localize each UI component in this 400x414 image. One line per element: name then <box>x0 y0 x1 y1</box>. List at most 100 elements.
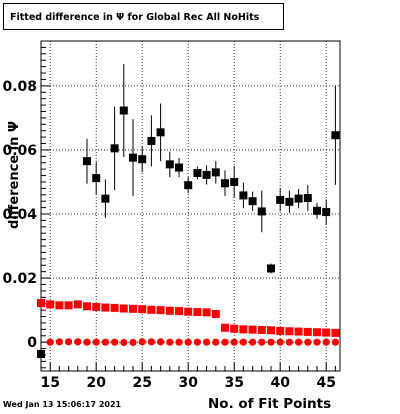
data-point <box>74 338 82 346</box>
data-point <box>165 160 174 169</box>
data-point <box>258 338 266 346</box>
data-point <box>147 136 156 145</box>
data-point <box>303 327 312 336</box>
data-point <box>230 177 239 186</box>
data-point <box>165 306 174 315</box>
y-axis-ticks: 0 0.02 0.04 0.06 0.08 <box>2 46 50 369</box>
data-point <box>221 338 229 346</box>
data-point <box>37 299 45 308</box>
data-point <box>276 338 284 346</box>
chart-title-box: Fitted difference in Ψ for Global Rec Al… <box>3 3 284 30</box>
data-point <box>92 338 100 346</box>
data-point <box>138 305 147 314</box>
data-point <box>129 304 137 313</box>
data-point <box>276 326 285 335</box>
x-tick-label: 15 <box>40 375 59 391</box>
data-point <box>313 338 321 346</box>
grid-lines <box>41 41 340 371</box>
data-point <box>331 131 340 140</box>
data-point <box>322 208 331 217</box>
data-point <box>203 338 211 346</box>
data-point <box>248 197 257 206</box>
series-2 <box>46 338 339 347</box>
data-point <box>101 303 110 312</box>
data-point <box>249 338 257 346</box>
y-tick-label: 0.06 <box>2 143 37 159</box>
data-point <box>184 181 193 190</box>
data-point <box>65 338 73 346</box>
data-point <box>202 170 211 179</box>
y-tick-label: 0.02 <box>2 271 37 287</box>
data-point <box>156 128 165 137</box>
x-tick-label: 45 <box>316 375 335 391</box>
y-tick-label: 0.04 <box>2 207 37 223</box>
data-point <box>202 308 211 317</box>
timestamp: Wed Jan 13 15:06:17 2021 <box>3 400 122 409</box>
data-point <box>331 328 340 337</box>
data-point <box>156 306 165 315</box>
data-point <box>129 338 137 347</box>
data-point <box>239 325 248 334</box>
data-point <box>119 304 128 313</box>
data-point <box>211 168 220 177</box>
data-point <box>295 338 303 346</box>
data-point <box>110 303 119 312</box>
data-point <box>166 338 174 346</box>
data-point <box>313 328 321 337</box>
data-point <box>92 174 101 183</box>
data-point <box>230 338 238 346</box>
x-axis-label: No. of Fit Points <box>208 396 332 412</box>
data-point <box>184 307 193 316</box>
data-point <box>175 307 183 316</box>
data-point <box>303 193 312 202</box>
data-point <box>248 325 257 334</box>
data-point <box>230 324 239 333</box>
data-point <box>313 206 321 215</box>
data-point <box>285 197 294 206</box>
data-point <box>83 338 91 346</box>
data-point <box>119 106 128 115</box>
data-point <box>221 323 229 332</box>
data-point <box>193 338 201 346</box>
data-point <box>294 194 303 203</box>
data-point <box>138 338 146 346</box>
x-axis-ticks: 15 20 25 30 35 40 45 <box>40 362 336 391</box>
data-point <box>276 195 285 204</box>
data-point <box>294 327 303 336</box>
x-tick-label: 35 <box>224 375 243 391</box>
series-1 <box>37 299 340 337</box>
data-point <box>83 157 91 166</box>
data-point <box>46 338 54 346</box>
data-point <box>92 302 101 311</box>
data-point <box>101 194 110 203</box>
data-point <box>111 338 119 346</box>
data-point <box>221 179 229 188</box>
series-0 <box>37 64 340 359</box>
data-point <box>193 169 202 177</box>
data-point <box>267 326 275 335</box>
data-point <box>285 327 294 336</box>
data-point <box>211 309 220 318</box>
x-tick-label: 25 <box>132 375 151 391</box>
data-point <box>55 338 64 346</box>
data-point <box>257 325 266 334</box>
data-point <box>138 155 147 164</box>
y-axis-label: difference in Ψ <box>7 121 22 229</box>
data-point <box>83 302 91 311</box>
data-point <box>73 300 82 309</box>
data-point <box>175 338 183 346</box>
data-point <box>285 338 293 346</box>
data-point <box>331 338 339 346</box>
data-point <box>129 153 137 162</box>
data-point <box>46 300 55 309</box>
data-point <box>184 338 192 346</box>
data-point <box>322 338 330 346</box>
x-tick-label: 20 <box>86 375 106 391</box>
chart-title: Fitted difference in Ψ for Global Rec Al… <box>10 12 260 23</box>
data-point <box>267 338 275 346</box>
data-point <box>193 308 202 317</box>
data-point <box>37 350 45 359</box>
data-point <box>239 191 248 200</box>
x-tick-label: 40 <box>270 375 290 391</box>
